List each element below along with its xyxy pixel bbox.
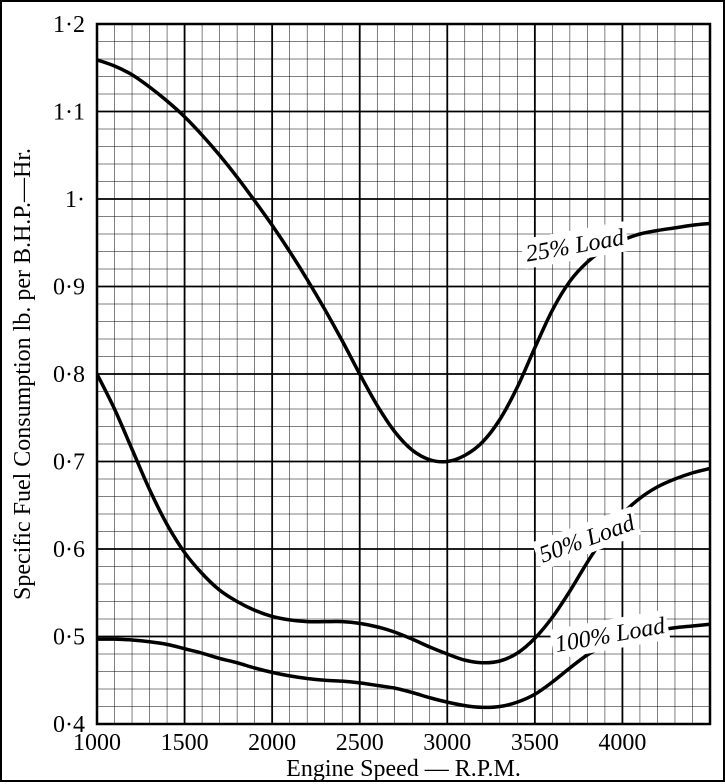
x-tick-label: 4000	[598, 730, 646, 756]
x-tick-label: 1500	[161, 730, 209, 756]
y-tick-label: 0·4	[53, 712, 85, 738]
x-tick-label: 3500	[511, 730, 559, 756]
curve-label-25-load: 25% Load	[520, 221, 630, 269]
fuel-consumption-chart: 25% Load50% Load100% Load100015002000250…	[0, 0, 725, 782]
y-tick-label: 0·5	[53, 625, 85, 651]
y-tick-label: 0·7	[53, 450, 85, 476]
chart-svg: 25% Load50% Load100% Load100015002000250…	[2, 2, 725, 784]
y-tick-label: 1·1	[53, 100, 85, 126]
y-tick-label: 1·	[65, 187, 85, 213]
y-tick-label: 0·9	[53, 275, 85, 301]
x-tick-label: 3000	[423, 730, 471, 756]
y-tick-label: 1·2	[53, 12, 85, 38]
curves	[97, 60, 710, 708]
y-tick-label: 0·6	[53, 537, 85, 563]
y-tick-label: 0·8	[53, 362, 85, 388]
x-tick-label: 2500	[336, 730, 384, 756]
x-axis-label: Engine Speed — R.P.M.	[286, 756, 521, 782]
curve-25-load	[97, 60, 710, 462]
curve-label-100-load: 100% Load	[549, 610, 670, 660]
x-tick-label: 2000	[248, 730, 296, 756]
y-axis-label: Specific Fuel Consumption lb. per B.H.P.…	[10, 148, 36, 600]
